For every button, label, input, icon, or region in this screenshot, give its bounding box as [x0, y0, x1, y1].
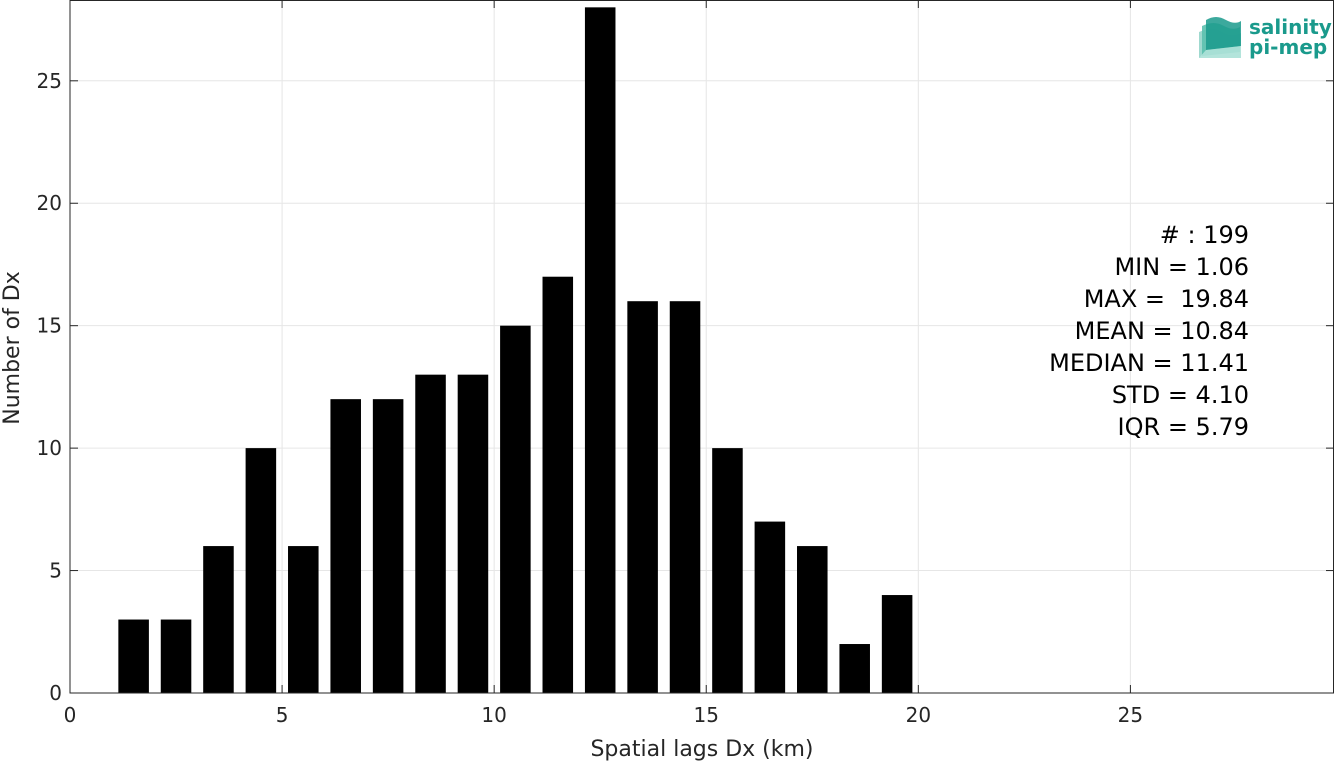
bar [203, 546, 234, 693]
x-tick-label: 5 [276, 703, 289, 727]
y-tick-label: 25 [37, 69, 62, 93]
logo-text-line1: salinity [1249, 15, 1332, 39]
axes-box [69, 0, 1334, 694]
stat-line: MAX = 19.84 [1084, 285, 1249, 313]
y-tick-label: 15 [37, 314, 62, 338]
bar [288, 546, 319, 693]
bars [118, 7, 913, 693]
stat-line: STD = 4.10 [1112, 381, 1249, 409]
x-axis-ticks: 0 5 10 15 20 25 [64, 0, 1143, 727]
x-tick-label: 0 [64, 703, 77, 727]
x-axis-label: Spatial lags Dx (km) [590, 737, 813, 762]
stat-line: MEAN = 10.84 [1075, 317, 1249, 345]
bar [627, 301, 658, 693]
bar [712, 448, 743, 693]
stat-line: # : 199 [1160, 221, 1249, 249]
bar [669, 301, 701, 693]
y-axis-ticks: 0 5 10 15 20 25 [37, 69, 1334, 705]
bar [839, 644, 870, 693]
bar [415, 374, 446, 693]
bar [881, 595, 913, 693]
bar [500, 325, 531, 693]
x-tick-label: 10 [481, 703, 506, 727]
bar [330, 399, 361, 693]
statistics-annotation: # : 199 MIN = 1.06 MAX = 19.84 MEAN = 10.84… [1049, 221, 1249, 441]
y-tick-label: 10 [37, 436, 62, 460]
bar [584, 7, 616, 693]
y-axis-label: Number of Dx [0, 271, 25, 425]
bar [245, 448, 277, 693]
bar [542, 276, 574, 693]
logo-wave-icon [1199, 17, 1241, 58]
stat-line: MIN = 1.06 [1114, 253, 1249, 281]
bar [160, 619, 192, 693]
x-tick-label: 15 [694, 703, 719, 727]
bar [457, 374, 489, 693]
x-tick-label: 20 [906, 703, 931, 727]
grid-lines [70, 0, 1334, 693]
x-tick-label: 25 [1118, 703, 1143, 727]
bar [754, 521, 786, 693]
bar [118, 619, 149, 693]
logo-text-line2: pi-mep [1249, 35, 1327, 59]
salinity-pi-mep-logo: salinity pi-mep [1199, 15, 1332, 59]
y-tick-label: 20 [37, 191, 62, 215]
bar [372, 399, 404, 693]
y-tick-label: 5 [49, 559, 62, 583]
bar [797, 546, 828, 693]
stat-line: MEDIAN = 11.41 [1049, 349, 1249, 377]
stat-line: IQR = 5.79 [1118, 413, 1249, 441]
y-tick-label: 0 [49, 681, 62, 705]
